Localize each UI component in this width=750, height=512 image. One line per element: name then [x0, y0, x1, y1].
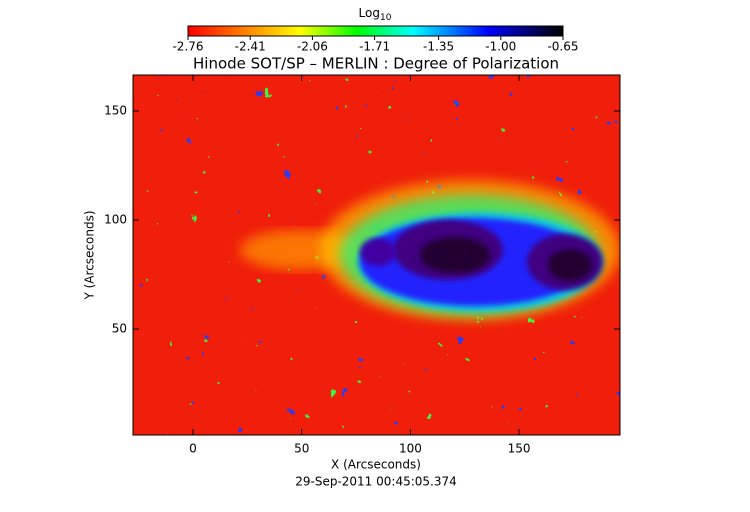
- colorbar-tick-label: -0.65: [547, 40, 578, 54]
- plot-frame: [132, 74, 621, 436]
- colorbar-tick-label: -1.71: [359, 40, 390, 54]
- colorbar-tick-label: -1.00: [485, 40, 516, 54]
- colorbar-label-subscript: 10: [380, 13, 392, 23]
- x-tick-label: 0: [189, 442, 197, 456]
- y-tick-label: 50: [112, 322, 127, 336]
- x-tick-label: 150: [508, 442, 531, 456]
- y-axis-label: Y (Arcseconds): [83, 210, 97, 300]
- colorbar-tick-label: -2.41: [235, 40, 266, 54]
- colorbar-label: Log10: [359, 6, 392, 23]
- colorbar: [187, 25, 564, 37]
- y-tick-label: 100: [104, 213, 127, 227]
- colorbar-label-base: Log: [359, 6, 380, 20]
- heatmap-image: [133, 75, 620, 435]
- x-axis-label: X (Arcseconds): [331, 458, 421, 472]
- chart-title: Hinode SOT/SP – MERLIN : Degree of Polar…: [193, 55, 559, 73]
- y-tick-label: 150: [104, 103, 127, 117]
- colorbar-tick-label: -2.76: [172, 40, 203, 54]
- x-tick-label: 50: [294, 442, 309, 456]
- colorbar-tick-label: -1.35: [423, 40, 454, 54]
- colorbar-tick-label: -2.06: [297, 40, 328, 54]
- x-tick-label: 100: [399, 442, 422, 456]
- date-label: 29-Sep-2011 00:45:05.374: [295, 475, 457, 489]
